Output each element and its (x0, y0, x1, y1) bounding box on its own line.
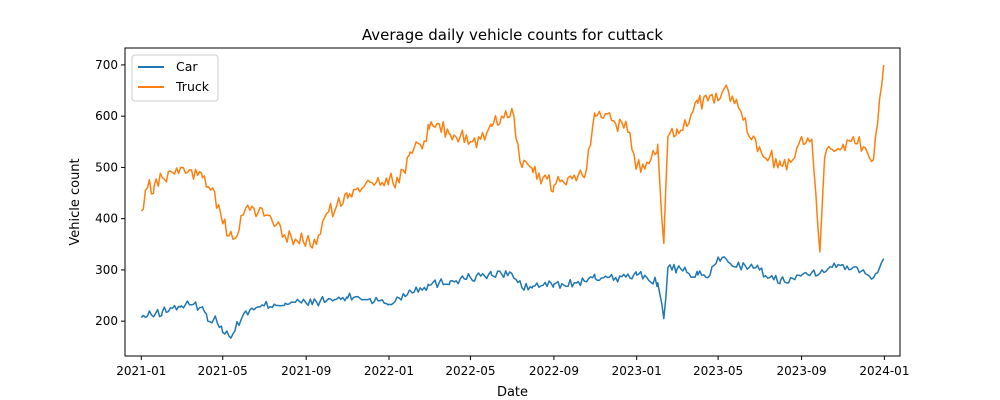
series-line-car (140, 256, 885, 339)
legend: Car Truck (131, 54, 219, 102)
legend-box (131, 54, 219, 102)
legend-car-label: Car (176, 59, 198, 74)
y-tick-label: 500 (95, 160, 118, 174)
y-tick-label: 300 (95, 263, 118, 277)
legend-truck-label: Truck (175, 79, 210, 94)
x-tick-label: 2021-01 (116, 364, 166, 378)
x-tick-label: 2024-01 (859, 364, 909, 378)
y-tick-label: 200 (95, 314, 118, 328)
x-tick-label: 2022-01 (364, 364, 414, 378)
x-tick-label: 2021-09 (281, 364, 331, 378)
x-tick-label: 2022-05 (445, 364, 495, 378)
x-tick-label: 2023-01 (612, 364, 662, 378)
chart-title: Average daily vehicle counts for cuttack (362, 26, 664, 44)
y-axis: 200 300 400 500 600 700 (95, 58, 125, 328)
x-tick-label: 2023-05 (693, 364, 743, 378)
x-tick-label: 2023-09 (777, 364, 827, 378)
y-tick-label: 600 (95, 109, 118, 123)
y-axis-label: Vehicle count (68, 158, 83, 245)
y-tick-label: 400 (95, 212, 118, 226)
x-axis: 2021-01 2021-05 2021-09 2022-01 2022-05 2022-… (116, 356, 909, 378)
x-tick-label: 2021-05 (198, 364, 248, 378)
x-axis-label: Date (497, 385, 528, 400)
y-tick-label: 700 (95, 58, 118, 72)
series-line-truck (140, 64, 885, 253)
plot-frame (124, 47, 901, 357)
series-layer (140, 64, 885, 339)
x-tick-label: 2022-09 (529, 364, 579, 378)
